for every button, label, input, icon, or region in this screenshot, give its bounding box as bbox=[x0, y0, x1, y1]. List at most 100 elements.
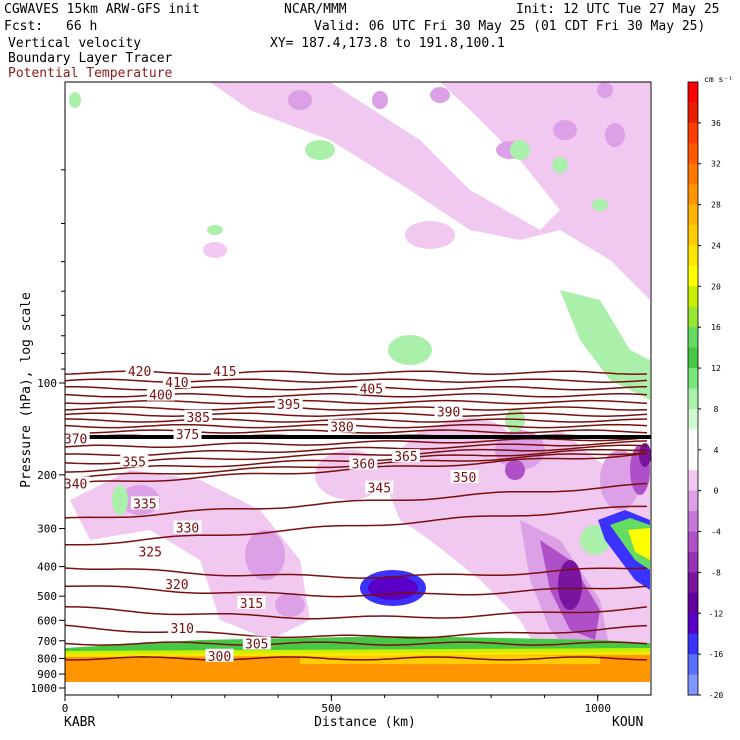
theta-label: 360 bbox=[352, 457, 375, 472]
theta-label: 310 bbox=[170, 622, 193, 637]
theta-label-bg bbox=[162, 375, 191, 388]
colorbar-swatch bbox=[688, 143, 698, 165]
org-label: NCAR/MMM bbox=[284, 2, 347, 17]
colorbar-swatch bbox=[688, 490, 698, 512]
theta-label: 350 bbox=[453, 471, 476, 486]
colorbar-swatch bbox=[688, 674, 698, 696]
theta-contour bbox=[65, 444, 648, 465]
colorbar-swatch bbox=[688, 572, 698, 594]
theta-contour bbox=[65, 656, 648, 661]
theta-label-bg bbox=[349, 456, 378, 470]
colorbar-swatch bbox=[688, 592, 698, 614]
colorbar: 36 32 28 24 20 16 12 8 4 0 -4 -8 -12 -16 -20 bbox=[687, 81, 724, 700]
colorbar-label: 36 bbox=[711, 119, 721, 128]
theta-label: 395 bbox=[277, 398, 300, 413]
colorbar-swatch bbox=[688, 184, 698, 206]
colorbar-label: 4 bbox=[714, 446, 719, 455]
colorbar-swatch bbox=[688, 306, 698, 328]
theta-label-bg bbox=[168, 620, 197, 634]
colorbar-label: 28 bbox=[711, 201, 721, 210]
y-tick-label: 100 bbox=[37, 377, 57, 390]
theta-label: 380 bbox=[330, 421, 353, 436]
colorbar-label: -16 bbox=[709, 650, 724, 659]
field-boundary-layer-tracer: Boundary Layer Tracer bbox=[8, 51, 173, 66]
colorbar-label: -20 bbox=[709, 691, 724, 700]
theta-label-bg bbox=[136, 544, 165, 558]
theta-label: 305 bbox=[245, 637, 268, 652]
colorbar-label: 20 bbox=[711, 282, 721, 291]
colorbar-swatch bbox=[688, 265, 698, 287]
theta-label: 370 bbox=[64, 432, 87, 447]
colorbar-swatch bbox=[688, 429, 698, 451]
x-axis: 0 500 1000 bbox=[62, 695, 611, 715]
x-axis-label: Distance (km) bbox=[314, 715, 416, 730]
y-tick-label: 700 bbox=[37, 635, 57, 648]
theta-label-bg bbox=[242, 636, 271, 650]
theta-label: 365 bbox=[394, 450, 417, 465]
x-tick-label: 1000 bbox=[584, 702, 611, 715]
colorbar-label: 8 bbox=[714, 405, 719, 414]
theta-label: 325 bbox=[138, 546, 161, 561]
colorbar-label: 12 bbox=[711, 364, 721, 373]
theta-contour bbox=[65, 406, 648, 411]
theta-label-bg bbox=[125, 363, 154, 377]
theta-label-bg bbox=[120, 454, 149, 468]
fcst-value: 66 h bbox=[66, 19, 98, 34]
theta-contour bbox=[65, 567, 648, 579]
theta-contour bbox=[65, 505, 647, 546]
y-tick-label: 400 bbox=[37, 561, 57, 574]
colorbar-swatch bbox=[688, 102, 698, 124]
model-title: CGWAVES 15km ARW-GFS init bbox=[4, 2, 200, 17]
theta-label: 300 bbox=[208, 650, 231, 665]
y-tick-label: 1000 bbox=[31, 682, 58, 695]
colorbar-swatch bbox=[688, 225, 698, 246]
theta-contour bbox=[65, 378, 648, 383]
x-tick-label: 500 bbox=[321, 702, 341, 715]
theta-label-bg bbox=[184, 409, 213, 423]
theta-contour bbox=[65, 641, 648, 646]
theta-label-bg bbox=[146, 387, 175, 401]
y-axis-label: Pressure (hPa), log scale bbox=[19, 292, 34, 488]
y-tick-label: 200 bbox=[37, 469, 57, 482]
plot-frame bbox=[64, 81, 652, 696]
colorbar-frame bbox=[687, 81, 699, 696]
colorbar-label: -12 bbox=[709, 609, 724, 618]
colorbar-label: -8 bbox=[711, 568, 721, 577]
theta-label: 315 bbox=[240, 597, 263, 612]
theta-label-bg bbox=[274, 396, 303, 410]
theta-label-bg bbox=[162, 577, 191, 591]
y-tick-label: 300 bbox=[37, 523, 57, 536]
colorbar-swatch bbox=[688, 82, 698, 103]
colorbar-label: -4 bbox=[711, 528, 721, 537]
colorbar-label: 16 bbox=[711, 323, 721, 332]
colorbar-swatch bbox=[688, 470, 698, 492]
field-potential-temperature: Potential Temperature bbox=[8, 66, 173, 81]
field-vertical-velocity: Vertical velocity bbox=[8, 36, 142, 51]
x-endpoint-right: KOUN bbox=[612, 715, 643, 730]
theta-label: 415 bbox=[213, 365, 236, 380]
colorbar-swatch bbox=[688, 347, 698, 369]
init-time: Init: 12 UTC Tue 27 May 25 bbox=[516, 2, 720, 17]
theta-contour bbox=[65, 440, 648, 457]
theta-label: 410 bbox=[165, 376, 188, 391]
theta-label-bg bbox=[210, 363, 239, 377]
theta-label: 390 bbox=[437, 406, 460, 421]
colorbar-swatch bbox=[688, 245, 698, 267]
theta-labels: 420 415 410 405 400 395 390 385 380 375 370 365 360 3… bbox=[64, 363, 479, 665]
colorbar-swatch bbox=[688, 122, 698, 144]
theta-label: 385 bbox=[186, 411, 209, 426]
colorbar-swatch bbox=[688, 286, 698, 308]
colorbar-swatch bbox=[688, 327, 698, 349]
theta-label-bg bbox=[130, 496, 159, 510]
colorbar-swatch bbox=[688, 368, 698, 389]
colorbar-swatch bbox=[688, 633, 698, 655]
theta-label: 320 bbox=[165, 578, 188, 593]
theta-label-bg bbox=[65, 431, 90, 445]
theta-label-bg bbox=[205, 648, 234, 662]
theta-label-bg bbox=[65, 476, 90, 490]
theta-contour bbox=[65, 370, 648, 375]
theta-label: 375 bbox=[176, 428, 199, 443]
colorbar-swatch bbox=[688, 204, 698, 226]
theta-contour bbox=[65, 418, 648, 423]
